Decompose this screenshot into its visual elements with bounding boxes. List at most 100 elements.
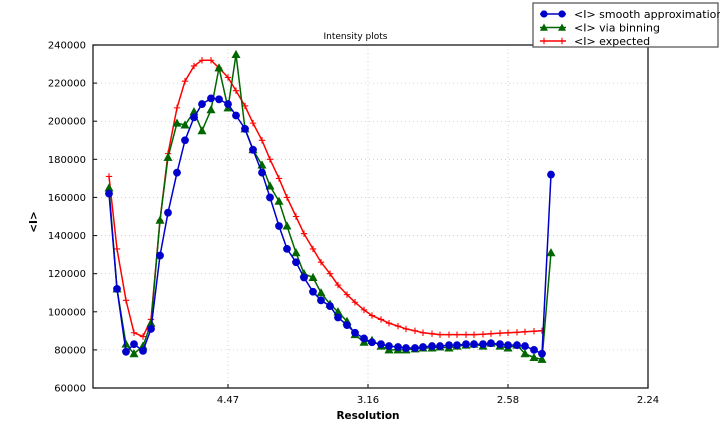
- data-point-smooth-approximation: [351, 328, 359, 337]
- data-point-via-binning: [155, 215, 165, 224]
- x-tick-label: 2.24: [637, 395, 659, 406]
- data-point-via-binning: [546, 248, 556, 257]
- data-point-via-binning: [180, 120, 190, 129]
- data-point-expected: [292, 213, 300, 220]
- data-point-expected: [105, 173, 113, 180]
- legend-label: <I> via binning: [574, 22, 660, 35]
- data-point-expected: [139, 333, 147, 340]
- data-point-smooth-approximation: [343, 321, 351, 330]
- data-point-expected: [453, 331, 461, 338]
- data-point-smooth-approximation: [317, 296, 325, 305]
- data-point-via-binning: [265, 181, 275, 190]
- data-point-smooth-approximation: [156, 251, 164, 260]
- data-point-expected: [513, 329, 521, 336]
- data-point-expected: [436, 331, 444, 338]
- data-point-expected: [360, 306, 368, 314]
- data-point-smooth-approximation: [300, 273, 308, 282]
- data-point-smooth-approximation: [190, 113, 198, 122]
- data-point-expected: [428, 330, 436, 337]
- data-point-smooth-approximation: [334, 313, 342, 322]
- data-point-expected: [462, 331, 470, 338]
- data-point-smooth-approximation: [504, 341, 512, 350]
- data-point-expected: [470, 331, 478, 338]
- data-point-smooth-approximation: [139, 346, 147, 355]
- data-point-expected: [207, 57, 215, 64]
- data-point-smooth-approximation: [436, 342, 444, 350]
- data-point-smooth-approximation: [462, 340, 470, 349]
- data-point-expected: [334, 281, 342, 289]
- legend-marker-triangle-icon: [558, 23, 566, 31]
- legend-entry[interactable]: <I> expected: [540, 35, 650, 48]
- data-point-smooth-approximation: [292, 258, 300, 267]
- data-point-via-binning: [172, 118, 182, 127]
- data-point-via-binning: [197, 126, 207, 135]
- data-point-smooth-approximation: [147, 325, 155, 333]
- data-point-expected: [300, 230, 308, 237]
- y-tick-label: 80000: [54, 345, 86, 356]
- data-point-expected: [487, 330, 495, 337]
- data-point-smooth-approximation: [241, 124, 249, 133]
- data-point-smooth-approximation: [547, 170, 555, 179]
- data-point-smooth-approximation: [470, 340, 478, 349]
- data-point-smooth-approximation: [105, 189, 113, 198]
- data-point-via-binning: [316, 288, 326, 297]
- data-point-smooth-approximation: [326, 302, 334, 310]
- data-point-smooth-approximation: [538, 349, 546, 358]
- data-point-via-binning: [291, 248, 301, 257]
- data-point-via-binning: [520, 349, 530, 358]
- data-point-expected: [343, 291, 351, 298]
- data-point-expected: [181, 78, 189, 85]
- legend-entry[interactable]: <I> via binning: [540, 22, 660, 35]
- data-point-smooth-approximation: [445, 341, 453, 350]
- y-axis-label: <I>: [28, 211, 40, 233]
- data-point-expected: [173, 104, 181, 112]
- legend-layer[interactable]: <I> smooth approximation<I> via binning<…: [532, 2, 720, 48]
- series-expected: [105, 57, 546, 340]
- y-tick-label: 180000: [48, 155, 86, 166]
- data-point-smooth-approximation: [479, 340, 487, 349]
- legend-label: <I> smooth approximation: [574, 8, 720, 21]
- legend-box[interactable]: [532, 2, 719, 48]
- data-point-via-binning: [282, 221, 292, 230]
- data-point-expected: [198, 57, 206, 64]
- legend-marker-circle-icon: [540, 10, 548, 18]
- x-axis-label: Resolution: [336, 410, 399, 422]
- data-point-smooth-approximation: [513, 341, 521, 350]
- series-layer: [104, 49, 556, 363]
- data-point-smooth-approximation: [215, 95, 223, 104]
- data-point-expected: [377, 316, 385, 323]
- series-line-expected: [108, 59, 543, 338]
- data-point-expected: [190, 62, 198, 70]
- legend-marker-circle-icon: [558, 10, 566, 18]
- data-point-smooth-approximation: [266, 193, 274, 202]
- legend-label: <I> expected: [574, 35, 650, 48]
- data-point-smooth-approximation: [224, 100, 232, 108]
- data-point-smooth-approximation: [368, 338, 376, 347]
- data-point-smooth-approximation: [419, 343, 427, 351]
- data-point-expected: [258, 137, 266, 144]
- data-point-smooth-approximation: [113, 285, 121, 293]
- data-point-expected: [275, 175, 283, 182]
- legend-marker-triangle-icon: [540, 23, 548, 31]
- data-point-expected: [479, 331, 487, 338]
- data-point-smooth-approximation: [173, 168, 181, 177]
- y-tick-label: 220000: [48, 79, 86, 90]
- data-point-smooth-approximation: [164, 208, 172, 217]
- series-via-binning: [104, 49, 556, 363]
- data-point-expected: [113, 245, 121, 253]
- data-point-via-binning: [163, 152, 173, 161]
- data-point-via-binning: [529, 352, 539, 362]
- data-point-smooth-approximation: [402, 344, 410, 352]
- data-point-smooth-approximation: [232, 111, 240, 120]
- data-point-expected: [351, 299, 359, 306]
- data-point-expected: [411, 327, 419, 335]
- legend-marker-plus-icon: [540, 37, 548, 45]
- data-point-via-binning: [274, 196, 284, 205]
- axes-layer: [92, 44, 649, 389]
- data-point-expected: [445, 331, 453, 338]
- data-point-smooth-approximation: [309, 287, 317, 296]
- x-tick-label: 4.47: [217, 395, 239, 406]
- data-point-smooth-approximation: [207, 94, 215, 103]
- legend-entry[interactable]: <I> smooth approximation: [540, 8, 720, 21]
- data-point-expected: [266, 156, 274, 163]
